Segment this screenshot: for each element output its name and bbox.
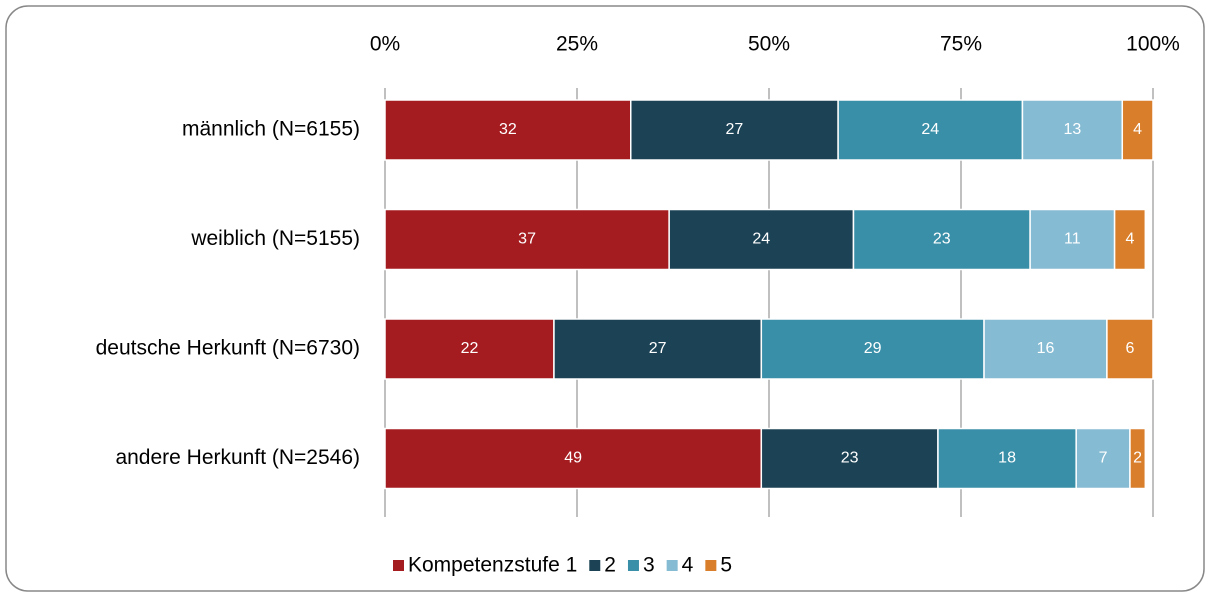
data-label: 32 — [499, 121, 517, 138]
category-label: männlich (N=6155) — [182, 118, 360, 141]
bar-segment — [1106, 318, 1154, 380]
x-tick-label: 75% — [940, 33, 982, 56]
legend-swatch — [705, 560, 717, 571]
data-label: 18 — [998, 450, 1016, 467]
bar-segment — [384, 99, 632, 161]
legend-swatch — [666, 560, 678, 571]
bar-segment — [384, 208, 670, 271]
category-label: andere Herkunft (N=2546) — [115, 446, 360, 469]
data-label: 11 — [1064, 231, 1081, 248]
data-label: 29 — [864, 340, 882, 357]
data-label: 23 — [841, 450, 859, 467]
bar-segment — [1113, 208, 1147, 271]
bar-segment — [937, 427, 1077, 490]
data-label: 27 — [726, 121, 744, 138]
legend-swatch — [393, 560, 404, 571]
legend-label: 3 — [643, 554, 655, 577]
data-label: 24 — [921, 121, 939, 138]
data-label: 23 — [933, 231, 951, 248]
data-label: 37 — [518, 231, 536, 248]
data-label: 2 — [1133, 450, 1142, 467]
legend-swatch — [589, 560, 601, 571]
category-label: weiblich (N=5155) — [190, 227, 360, 250]
data-label: 27 — [649, 340, 667, 357]
data-label: 22 — [461, 340, 479, 357]
category-label: deutsche Herkunft (N=6730) — [96, 337, 360, 360]
data-label: 13 — [1063, 121, 1081, 138]
bar-segment — [630, 99, 839, 161]
chart-border — [5, 5, 1205, 592]
bar-segment — [384, 318, 555, 380]
labels: 0% 25% 50% 75% 100%männlich (N=6155) 32 27 24 13… — [96, 33, 1180, 470]
legend-label: Kompetenzstufe 1 — [408, 554, 577, 577]
legend-swatch — [627, 560, 639, 571]
bar-segment — [1129, 427, 1147, 490]
bar-segment — [668, 208, 855, 271]
data-label: 4 — [1126, 231, 1135, 248]
x-tick-label: 0% — [370, 33, 400, 56]
x-tick-label: 100% — [1126, 33, 1180, 56]
bar-segment — [1075, 427, 1131, 490]
data-label: 4 — [1133, 121, 1142, 138]
legend: Kompetenzstufe 1 2 3 4 5 — [393, 554, 732, 577]
legend-label: 4 — [682, 554, 694, 577]
bar-segment — [1121, 99, 1154, 161]
legend-label: 5 — [720, 554, 732, 577]
x-tick-label: 50% — [748, 33, 790, 56]
bar-segment — [760, 318, 985, 380]
bars — [384, 99, 1154, 490]
bar-segment — [760, 427, 939, 490]
data-label: 24 — [752, 231, 770, 248]
bar-segment — [837, 99, 1024, 161]
data-label: 16 — [1037, 340, 1055, 357]
bar-segment — [384, 427, 763, 490]
data-label: 49 — [564, 450, 582, 467]
data-label: 6 — [1126, 340, 1135, 357]
x-tick-label: 25% — [556, 33, 598, 56]
bar-segment — [1029, 208, 1116, 271]
legend-label: 2 — [604, 554, 616, 577]
data-label: 7 — [1099, 450, 1108, 467]
